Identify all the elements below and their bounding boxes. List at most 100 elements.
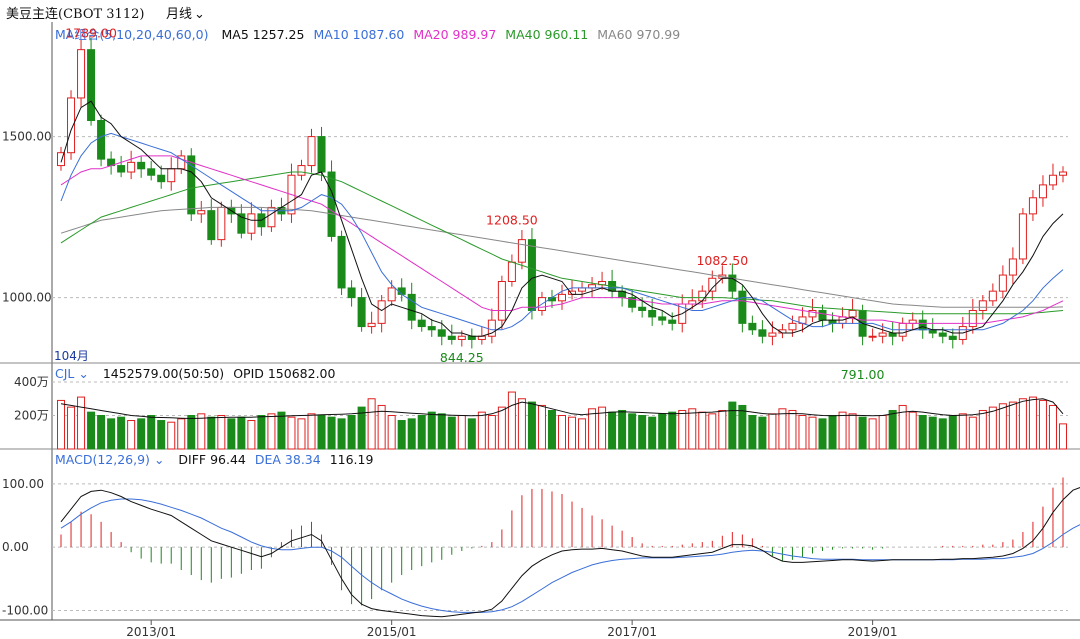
volume-bar xyxy=(738,404,747,450)
candle-body xyxy=(1038,184,1047,199)
candle-body xyxy=(97,120,106,160)
volume-bar xyxy=(267,413,276,450)
volume-tick-label: 200万 xyxy=(14,409,49,423)
candle-body xyxy=(628,297,637,308)
candle-body xyxy=(457,335,466,340)
x-tick-label: 2017/01 xyxy=(607,625,657,639)
volume-bar xyxy=(537,404,546,450)
volume-bar xyxy=(177,418,186,450)
candle-body xyxy=(387,287,396,302)
volume-bar xyxy=(908,411,917,450)
candle-body xyxy=(1018,213,1027,260)
volume-bar xyxy=(507,391,516,450)
x-tick-label: 2013/01 xyxy=(126,625,176,639)
bars-count-label: 104月 xyxy=(54,349,89,363)
volume-bar xyxy=(247,420,256,450)
chevron-down-icon[interactable]: ⌄ xyxy=(78,366,89,381)
volume-bar xyxy=(728,401,737,450)
candle-body xyxy=(447,335,456,340)
volume-bar xyxy=(978,409,987,450)
candle-body xyxy=(467,335,476,340)
price-tick-label: 1000.00 xyxy=(2,291,52,305)
candle-body xyxy=(648,309,657,318)
volume-bar xyxy=(668,411,677,450)
volume-ma-line xyxy=(60,398,1064,420)
candle-body xyxy=(988,290,997,302)
volume-bar xyxy=(77,396,86,450)
volume-bar xyxy=(798,415,807,450)
volume-bar xyxy=(447,416,456,450)
volume-bar xyxy=(808,416,817,450)
volume-bar xyxy=(347,415,356,450)
price-annotation: 1208.50 xyxy=(486,212,538,227)
volume-bar xyxy=(618,409,627,450)
macd-dea-line xyxy=(60,498,1080,613)
volume-legend-label[interactable]: CJL xyxy=(55,366,75,381)
candle-body xyxy=(187,155,196,215)
volume-bar xyxy=(598,406,607,450)
chevron-down-icon[interactable]: ⌄ xyxy=(153,452,165,467)
candle-body xyxy=(507,261,516,282)
volume-bar xyxy=(137,418,146,450)
volume-bar xyxy=(527,401,536,450)
volume-bar xyxy=(287,416,296,450)
candle-body xyxy=(377,300,386,324)
candle-body xyxy=(167,168,176,183)
volume-bar xyxy=(968,416,977,450)
price-annotation: 791.00 xyxy=(841,367,885,382)
x-tick-label: 2015/01 xyxy=(367,625,417,639)
chevron-down-icon: ⌄ xyxy=(194,7,205,22)
volume-bar xyxy=(928,416,937,450)
volume-bar xyxy=(517,398,526,450)
candle-body xyxy=(848,309,857,318)
candle-body xyxy=(758,329,767,337)
candle-body xyxy=(267,206,276,228)
volume-bar xyxy=(578,418,587,450)
volume-bar xyxy=(217,415,226,450)
volume-bar xyxy=(828,415,837,450)
volume-bar xyxy=(87,411,96,450)
volume-bar xyxy=(127,420,136,450)
volume-bar xyxy=(117,416,126,450)
volume-bar xyxy=(387,415,396,450)
volume-bar xyxy=(688,408,697,450)
volume-bar xyxy=(988,406,997,450)
candle-body xyxy=(948,335,957,340)
volume-bar xyxy=(998,403,1007,450)
candle-body xyxy=(337,235,346,289)
candle-body xyxy=(1048,174,1057,186)
volume-bar xyxy=(848,413,857,450)
top-bar: 美豆主连(CBOT 3112) 月线 ⌄ xyxy=(0,0,1080,22)
volume-bar xyxy=(307,413,316,450)
volume-bar xyxy=(938,418,947,450)
volume-bar xyxy=(708,413,717,450)
candle-body xyxy=(357,297,366,328)
period-dropdown[interactable]: 月线 ⌄ xyxy=(166,3,205,22)
ma-legend-label[interactable]: MA组合(5,10,20,40,60,0) xyxy=(55,27,209,42)
candle-body xyxy=(658,316,667,321)
macd-legend: MACD(12,26,9) ⌄ DIFF 96.44 DEA 38.34 116.19 xyxy=(55,452,382,467)
candle-body xyxy=(307,136,316,167)
candle-body xyxy=(197,210,206,215)
candle-body xyxy=(477,335,486,340)
volume-bar xyxy=(57,399,66,450)
candle-body xyxy=(57,152,66,167)
volume-bar xyxy=(457,415,466,450)
volume-bar xyxy=(638,415,647,450)
price-annotation: 1789.00 xyxy=(65,26,117,41)
volume-bar xyxy=(838,411,847,450)
candle-body xyxy=(578,287,587,292)
candle-body xyxy=(938,332,947,337)
ma20-line xyxy=(60,155,1064,324)
candle-body xyxy=(127,161,136,173)
candle-body xyxy=(527,239,536,311)
volume-bar xyxy=(167,421,176,450)
volume-bar xyxy=(557,415,567,450)
macd-legend-label[interactable]: MACD(12,26,9) xyxy=(55,452,150,467)
ma-legend-item: MA40 960.11 xyxy=(505,27,589,42)
volume-bar xyxy=(497,406,506,450)
candle-body xyxy=(437,329,446,337)
candle-body xyxy=(748,322,757,331)
candle-body xyxy=(397,287,406,295)
